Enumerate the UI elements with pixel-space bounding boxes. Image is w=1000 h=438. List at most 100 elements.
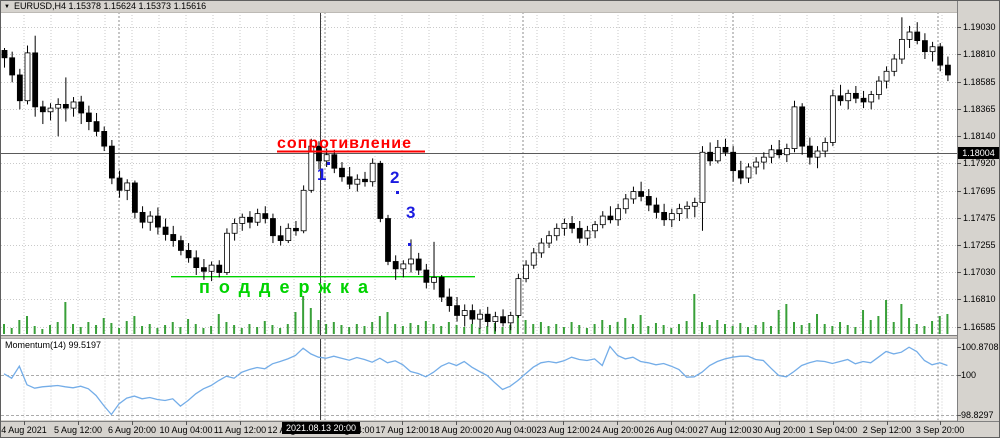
candle-body <box>131 182 138 213</box>
candle-body <box>906 31 913 40</box>
volume-bar <box>125 321 128 334</box>
candle-body <box>431 277 437 283</box>
volume-bar <box>355 324 358 334</box>
price-axis-label: 1.18365 <box>963 104 996 114</box>
candle-body <box>139 211 146 223</box>
momentum-axis-label: 100.8708 <box>961 342 999 352</box>
time-axis-label: 26 Aug 04:00 <box>644 425 698 435</box>
volume-bar <box>87 322 90 334</box>
candle-body <box>714 146 721 162</box>
candle-body <box>446 296 453 307</box>
time-axis-label: 1 Sep 04:00 <box>808 425 858 435</box>
volume-bar <box>915 324 918 334</box>
momentum-plot-bg[interactable] <box>1 338 957 421</box>
price-axis-label: 1.18585 <box>963 77 996 87</box>
support-annotation[interactable]: поддержка <box>199 277 378 297</box>
marker-2[interactable]: 2 <box>390 168 400 187</box>
candle-body <box>93 121 100 132</box>
volume-bar <box>332 322 335 334</box>
candle-body <box>822 142 829 152</box>
candle-body <box>408 258 414 265</box>
volume-bar <box>41 329 44 334</box>
candle-body <box>369 162 376 183</box>
volume-bar <box>110 323 113 334</box>
volume-bar <box>72 324 75 334</box>
volume-bar <box>317 320 320 334</box>
candle-body <box>891 58 898 72</box>
candle-body <box>147 215 154 223</box>
volume-bar <box>624 318 627 334</box>
candle-body <box>523 264 529 280</box>
candle-body <box>423 269 430 283</box>
volume-bar <box>363 326 366 334</box>
candle-body <box>254 213 261 223</box>
chart-title: EURUSD,H4 1.15378 1.15624 1.15373 1.1561… <box>13 1 207 11</box>
price-axis-label: 1.19030 <box>963 22 996 32</box>
candle-body <box>868 94 875 103</box>
candle-body <box>316 145 322 162</box>
candle-body <box>193 257 200 269</box>
volume-bar <box>923 326 926 334</box>
volume-bar <box>294 312 297 334</box>
marker-dot <box>408 243 411 246</box>
candle-body <box>47 107 54 113</box>
time-axis-label: 27 Aug 12:00 <box>698 425 752 435</box>
volume-bar <box>570 322 573 334</box>
candle-body <box>477 313 483 320</box>
candle-body <box>277 235 284 242</box>
volume-bar <box>578 325 581 334</box>
candle-body <box>270 218 276 237</box>
candle-body <box>783 148 790 156</box>
volume-bar <box>371 322 374 334</box>
volume-bar <box>547 326 550 334</box>
candle-body <box>331 154 338 169</box>
candle-body <box>699 151 706 203</box>
volume-bar <box>386 312 389 334</box>
volume-bar <box>608 325 611 334</box>
volume-bar <box>900 304 903 334</box>
candle-body <box>553 227 560 237</box>
pane-separator[interactable] <box>1 335 957 339</box>
candle-body <box>592 224 598 232</box>
candle-body <box>78 101 85 114</box>
symbol-dropdown-icon[interactable]: ▼ <box>4 4 10 10</box>
candle-body <box>661 211 668 221</box>
volume-bar <box>455 325 458 334</box>
momentum-axis-label: 100 <box>961 370 977 380</box>
candle-body <box>630 191 637 200</box>
candle-body <box>85 112 92 122</box>
candle-body <box>108 145 115 179</box>
volume-bar <box>302 296 305 334</box>
volume-bar <box>64 302 67 334</box>
volume-bar <box>409 323 412 334</box>
candle-body <box>262 213 269 219</box>
momentum-axis-label: 98.8297 <box>961 410 994 420</box>
price-axis-label: 1.17695 <box>963 186 996 196</box>
candle-body <box>201 267 207 272</box>
candle-body <box>760 156 767 163</box>
time-axis-label: 23 Aug 12:00 <box>536 425 590 435</box>
marker-1[interactable]: 1 <box>317 165 327 184</box>
candle-body <box>415 258 422 271</box>
resistance-annotation[interactable]: сопротивление <box>277 135 413 152</box>
marker-3[interactable]: 3 <box>406 203 416 222</box>
candle-body <box>829 95 836 143</box>
volume-bar <box>662 325 665 334</box>
time-axis-label: 2 Sep 12:00 <box>862 425 912 435</box>
candle-body <box>32 52 39 108</box>
volume-bar <box>256 327 259 334</box>
candle-body <box>584 230 591 239</box>
candle-body <box>722 146 729 153</box>
volume-bar <box>148 324 151 334</box>
volume-bar <box>233 325 236 334</box>
vline-date-tag: 2021.08.13 20:00 <box>282 422 360 434</box>
candle-body <box>668 213 675 221</box>
main-plot-bg[interactable] <box>1 12 957 335</box>
volume-bar <box>432 324 435 334</box>
volume-bar <box>194 324 197 334</box>
candle-body <box>392 261 399 270</box>
volume-bar <box>808 323 811 334</box>
volume-bar <box>179 327 182 334</box>
time-axis-label: 17 Aug 12:00 <box>375 425 429 435</box>
